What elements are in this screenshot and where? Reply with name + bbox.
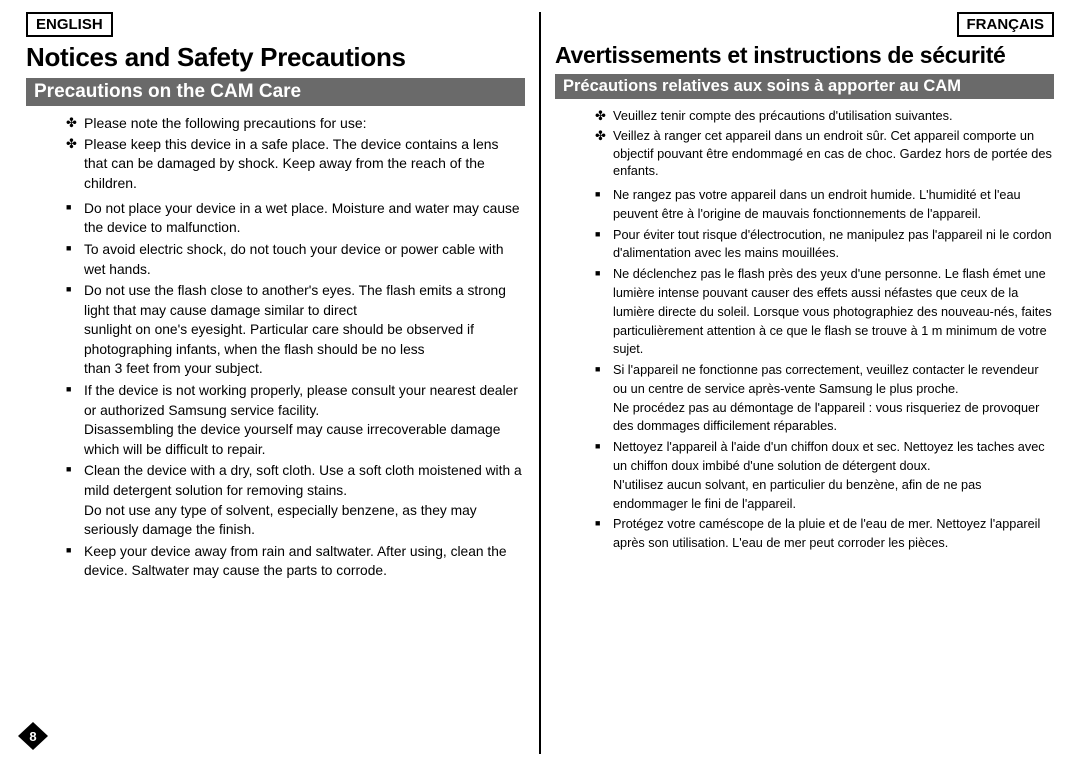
intro-item: Please keep this device in a safe place.… — [84, 135, 525, 193]
left-column: ENGLISH Notices and Safety Precautions P… — [22, 12, 539, 754]
language-badge-francais: FRANÇAIS — [957, 12, 1055, 37]
list-item: Protégez votre caméscope de la pluie et … — [613, 515, 1054, 553]
list-item: Nettoyez l'appareil à l'aide d'un chiffo… — [613, 438, 1054, 513]
list-item: Si l'appareil ne fonctionne pas correcte… — [613, 361, 1054, 436]
intro-item: Veillez à ranger cet appareil dans un en… — [613, 127, 1054, 180]
list-item: Do not place your device in a wet place.… — [84, 199, 525, 238]
section-heading-left: Precautions on the CAM Care — [26, 78, 525, 106]
right-column: FRANÇAIS Avertissements et instructions … — [541, 12, 1058, 754]
list-item: To avoid electric shock, do not touch yo… — [84, 240, 525, 279]
intro-item: Please note the following precautions fo… — [84, 114, 525, 133]
page-title-right: Avertissements et instructions de sécuri… — [555, 43, 1054, 68]
intro-list-left: Please note the following precautions fo… — [26, 114, 525, 193]
precautions-list-right: Ne rangez pas votre appareil dans un end… — [555, 186, 1054, 553]
list-item: Keep your device away from rain and salt… — [84, 542, 525, 581]
list-item: Do not use the flash close to another's … — [84, 281, 525, 379]
intro-list-right: Veuillez tenir compte des précautions d'… — [555, 107, 1054, 180]
manual-page: ENGLISH Notices and Safety Precautions P… — [0, 0, 1080, 764]
list-item: Ne déclenchez pas le flash près des yeux… — [613, 265, 1054, 359]
language-badge-english: ENGLISH — [26, 12, 113, 37]
section-heading-right: Précautions relatives aux soins à apport… — [555, 74, 1054, 99]
list-item: Clean the device with a dry, soft cloth.… — [84, 461, 525, 539]
page-number: 8 — [18, 722, 48, 750]
list-item: Ne rangez pas votre appareil dans un end… — [613, 186, 1054, 224]
lang-row: ENGLISH — [26, 12, 525, 43]
intro-item: Veuillez tenir compte des précautions d'… — [613, 107, 1054, 125]
list-item: If the device is not working properly, p… — [84, 381, 525, 459]
lang-row: FRANÇAIS — [555, 12, 1054, 43]
page-title-left: Notices and Safety Precautions — [26, 43, 525, 72]
precautions-list-left: Do not place your device in a wet place.… — [26, 199, 525, 581]
list-item: Pour éviter tout risque d'électrocution,… — [613, 226, 1054, 264]
page-number-badge: 8 — [18, 722, 48, 750]
